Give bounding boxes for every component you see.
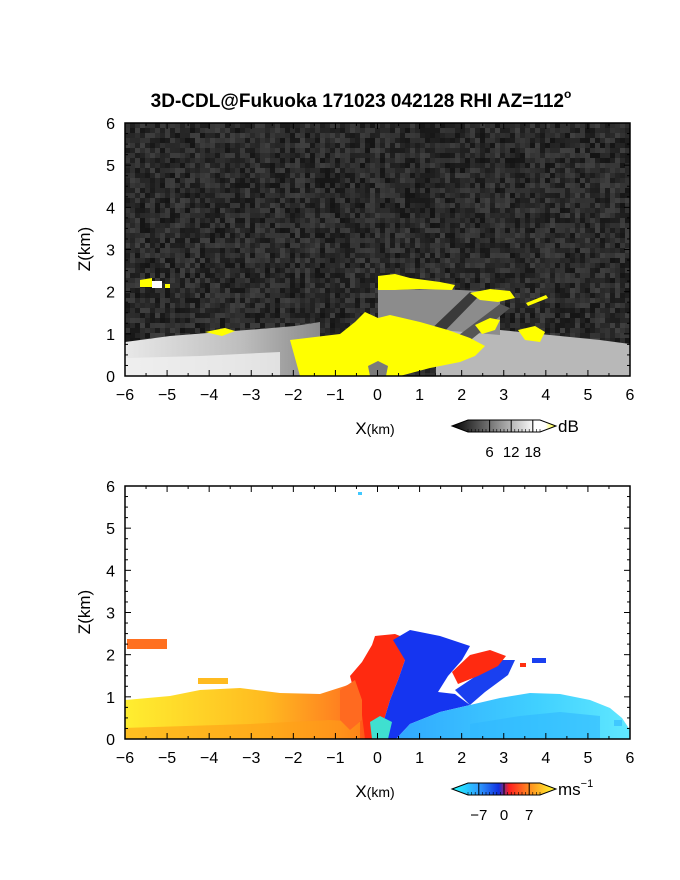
y-tick-label: 3 <box>106 243 115 260</box>
colorbar-backscatter: 6 12 18 dB <box>450 417 579 461</box>
y-tick-label: 0 <box>106 369 115 386</box>
y-tick-label: 0 <box>106 732 115 749</box>
x-axis-label: X(km) <box>355 782 394 801</box>
y-tick-label: 5 <box>106 158 115 175</box>
x-tick-label: −5 <box>158 750 176 767</box>
y-tick-labels: 0 1 2 3 4 5 6 <box>106 116 115 386</box>
x-tick-label: 0 <box>373 387 382 404</box>
y-tick-label: 5 <box>106 521 115 538</box>
x-tick-label: −2 <box>284 387 302 404</box>
colorbar-tick-label: −7 <box>470 807 487 824</box>
x-tick-label: −6 <box>116 387 134 404</box>
axis-ticks <box>124 122 631 377</box>
colorbar-velocity: −7 0 7 ms−1 <box>450 778 593 824</box>
colorbar-tick-label: 0 <box>500 807 508 824</box>
colorbar-label: ms−1 <box>558 778 593 799</box>
y-tick-label: 1 <box>106 327 115 344</box>
x-tick-label: 0 <box>373 750 382 767</box>
y-tick-label: 1 <box>106 690 115 707</box>
colorbar-tick-label: 18 <box>524 444 541 461</box>
colorbar-tick-label: 7 <box>525 807 533 824</box>
x-tick-label: −4 <box>200 750 218 767</box>
x-tick-label: −4 <box>200 387 218 404</box>
x-tick-label: −1 <box>326 387 344 404</box>
x-tick-label: 3 <box>499 750 508 767</box>
x-tick-labels: −6 −5 −4 −3 −2 −1 0 1 2 3 4 5 6 <box>116 750 635 767</box>
y-tick-label: 2 <box>106 285 115 302</box>
x-tick-label: 2 <box>457 750 466 767</box>
y-tick-label: 4 <box>106 563 115 580</box>
axis-ticks <box>124 485 631 740</box>
x-tick-label: 2 <box>457 387 466 404</box>
x-tick-label: 6 <box>626 750 635 767</box>
x-tick-label: −1 <box>326 750 344 767</box>
x-tick-label: 3 <box>499 387 508 404</box>
y-axis-label: Z(km) <box>75 227 94 271</box>
x-tick-label: 4 <box>541 750 550 767</box>
backscatter-field <box>125 274 630 376</box>
colorbar-tick-label: 6 <box>485 444 493 461</box>
x-tick-label: −2 <box>284 750 302 767</box>
x-tick-label: 1 <box>415 387 424 404</box>
y-tick-label: 6 <box>106 479 115 496</box>
x-tick-label: −3 <box>242 750 260 767</box>
y-tick-label: 6 <box>106 116 115 133</box>
x-tick-label: 1 <box>415 750 424 767</box>
x-tick-label: 5 <box>583 750 592 767</box>
velocity-field <box>125 492 630 739</box>
x-tick-labels: −6 −5 −4 −3 −2 −1 0 1 2 3 4 5 6 <box>116 387 635 404</box>
x-tick-label: 6 <box>626 387 635 404</box>
y-tick-label: 3 <box>106 606 115 623</box>
chart-title: 3D-CDL@Fukuoka 171023 042128 RHI AZ=112o <box>151 87 572 112</box>
x-tick-label: 5 <box>583 387 592 404</box>
colorbar-label: dB <box>558 417 579 436</box>
x-tick-label: −5 <box>158 387 176 404</box>
colorbar-tick-label: 12 <box>503 444 520 461</box>
y-tick-labels: 0 1 2 3 4 5 6 <box>106 479 115 749</box>
x-tick-label: −6 <box>116 750 134 767</box>
y-tick-label: 2 <box>106 648 115 665</box>
x-tick-label: 4 <box>541 387 550 404</box>
y-axis-label: Z(km) <box>75 590 94 634</box>
x-axis-label: X(km) <box>355 419 394 438</box>
x-tick-label: −3 <box>242 387 260 404</box>
y-tick-label: 4 <box>106 200 115 217</box>
